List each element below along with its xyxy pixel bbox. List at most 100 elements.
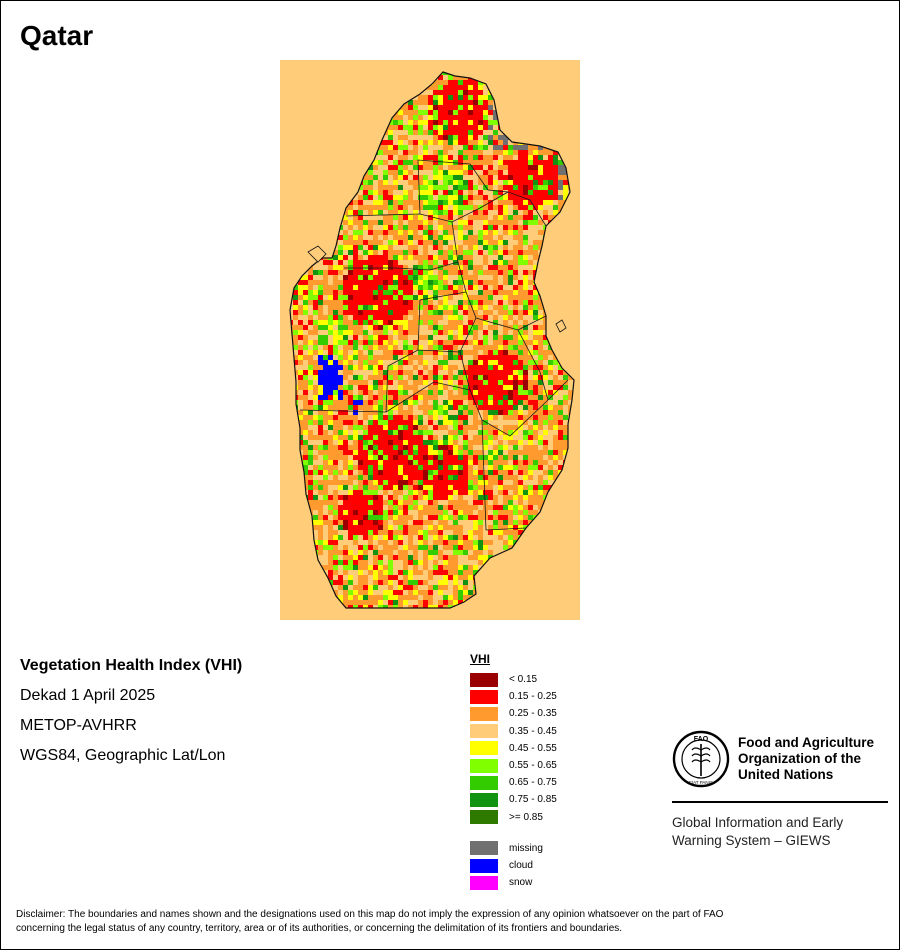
raster-cell — [318, 445, 323, 450]
raster-cell — [388, 295, 393, 300]
raster-cell — [423, 350, 428, 355]
raster-cell — [348, 345, 353, 350]
raster-cell — [448, 300, 453, 305]
raster-cell — [558, 375, 563, 380]
raster-cell — [388, 145, 393, 150]
raster-cell — [448, 375, 453, 380]
raster-cell — [528, 295, 533, 300]
raster-cell — [448, 255, 453, 260]
raster-cell — [483, 195, 488, 200]
raster-cell — [353, 375, 358, 380]
raster-cell — [308, 315, 313, 320]
raster-cell — [478, 170, 483, 175]
raster-cell — [458, 280, 463, 285]
raster-cell — [378, 320, 383, 325]
raster-cell — [313, 425, 318, 430]
raster-cell — [448, 330, 453, 335]
raster-cell — [493, 450, 498, 455]
raster-cell — [508, 210, 513, 215]
raster-cell — [468, 165, 473, 170]
raster-cell — [403, 235, 408, 240]
raster-cell — [433, 140, 438, 145]
raster-cell — [458, 175, 463, 180]
raster-cell — [518, 245, 523, 250]
raster-cell — [543, 420, 548, 425]
raster-cell — [468, 125, 473, 130]
raster-cell — [503, 225, 508, 230]
raster-cell — [443, 420, 448, 425]
raster-cell — [448, 230, 453, 235]
raster-cell — [303, 375, 308, 380]
raster-cell — [308, 500, 313, 505]
raster-cell — [403, 265, 408, 270]
raster-cell — [313, 380, 318, 385]
raster-cell — [458, 155, 463, 160]
raster-cell — [388, 225, 393, 230]
raster-cell — [468, 430, 473, 435]
raster-cell — [513, 255, 518, 260]
raster-cell — [403, 105, 408, 110]
raster-cell — [508, 235, 513, 240]
raster-cell — [513, 185, 518, 190]
raster-cell — [483, 165, 488, 170]
raster-cell — [498, 135, 503, 140]
raster-cell — [453, 265, 458, 270]
raster-cell — [563, 435, 568, 440]
raster-cell — [558, 400, 563, 405]
raster-cell — [428, 345, 433, 350]
raster-cell — [363, 195, 368, 200]
raster-cell — [443, 90, 448, 95]
raster-cell — [518, 235, 523, 240]
raster-cell — [488, 145, 493, 150]
raster-cell — [373, 195, 378, 200]
raster-cell — [428, 375, 433, 380]
raster-cell — [443, 240, 448, 245]
raster-cell — [433, 330, 438, 335]
raster-cell — [408, 270, 413, 275]
raster-cell — [298, 300, 303, 305]
raster-cell — [463, 395, 468, 400]
raster-cell — [388, 350, 393, 355]
raster-cell — [338, 320, 343, 325]
raster-cell — [403, 210, 408, 215]
raster-cell — [513, 405, 518, 410]
raster-cell — [358, 265, 363, 270]
raster-cell — [458, 120, 463, 125]
raster-cell — [458, 285, 463, 290]
raster-cell — [368, 400, 373, 405]
raster-cell — [438, 200, 443, 205]
raster-cell — [383, 185, 388, 190]
raster-cell — [523, 280, 528, 285]
raster-cell — [403, 450, 408, 455]
raster-cell — [508, 295, 513, 300]
raster-cell — [328, 405, 333, 410]
raster-cell — [338, 255, 343, 260]
raster-cell — [533, 485, 538, 490]
raster-cell — [423, 250, 428, 255]
raster-cell — [423, 205, 428, 210]
raster-cell — [418, 110, 423, 115]
raster-cell — [348, 270, 353, 275]
raster-cell — [363, 200, 368, 205]
raster-cell — [393, 370, 398, 375]
raster-cell — [368, 430, 373, 435]
raster-cell — [448, 420, 453, 425]
raster-cell — [468, 395, 473, 400]
raster-cell — [338, 280, 343, 285]
raster-cell — [428, 140, 433, 145]
raster-cell — [508, 200, 513, 205]
raster-cell — [558, 365, 563, 370]
raster-cell — [488, 440, 493, 445]
raster-cell — [393, 365, 398, 370]
raster-cell — [408, 425, 413, 430]
raster-cell — [428, 280, 433, 285]
raster-cell — [518, 290, 523, 295]
raster-cell — [473, 180, 478, 185]
raster-cell — [448, 115, 453, 120]
raster-cell — [308, 310, 313, 315]
raster-cell — [298, 420, 303, 425]
raster-cell — [488, 275, 493, 280]
raster-cell — [398, 310, 403, 315]
raster-cell — [528, 170, 533, 175]
raster-cell — [493, 130, 498, 135]
